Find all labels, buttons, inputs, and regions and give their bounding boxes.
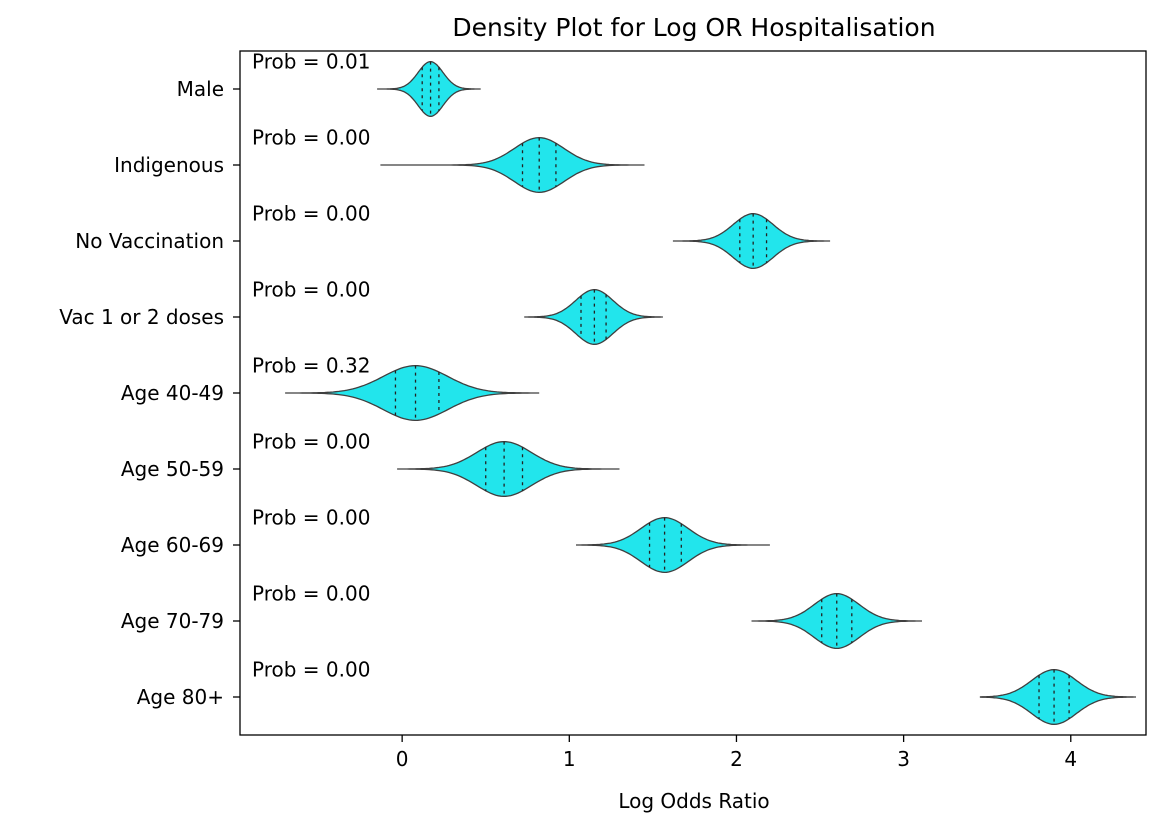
x-axis: 0 1 2 3 4 xyxy=(396,735,1077,771)
y-tick-label: Male xyxy=(177,77,224,101)
prob-annotation: Prob = 0.00 xyxy=(252,125,370,149)
violin-shape xyxy=(751,592,922,650)
annotations-group: Prob = 0.01 Prob = 0.00 Prob = 0.00 Prob = … xyxy=(252,49,370,681)
x-tick-label: 4 xyxy=(1064,747,1077,771)
violin-shape xyxy=(524,289,663,345)
y-tick-label: Age 40-49 xyxy=(121,381,224,405)
violin-shape xyxy=(576,516,770,574)
y-tick-label: Vac 1 or 2 doses xyxy=(59,305,224,329)
prob-annotation: Prob = 0.00 xyxy=(252,429,370,453)
prob-annotation: Prob = 0.01 xyxy=(252,49,370,73)
violin-shape xyxy=(397,441,620,497)
x-tick-label: 3 xyxy=(897,747,910,771)
violin-shape xyxy=(380,136,645,194)
x-tick-label: 1 xyxy=(563,747,576,771)
y-tick-label: Age 80+ xyxy=(137,685,224,709)
y-tick-label: Age 50-59 xyxy=(121,457,224,481)
chart-title: Density Plot for Log OR Hospitalisation xyxy=(452,13,935,42)
violin-shape xyxy=(377,61,481,117)
prob-annotation: Prob = 0.00 xyxy=(252,505,370,529)
prob-annotation: Prob = 0.00 xyxy=(252,277,370,301)
y-tick-label: Age 70-79 xyxy=(121,609,224,633)
x-tick-label: 2 xyxy=(730,747,743,771)
x-tick-label: 0 xyxy=(396,747,409,771)
x-axis-label: Log Odds Ratio xyxy=(618,789,769,813)
violin-shape xyxy=(672,212,831,270)
prob-annotation: Prob = 0.32 xyxy=(252,353,370,377)
prob-annotation: Prob = 0.00 xyxy=(252,657,370,681)
prob-annotation: Prob = 0.00 xyxy=(252,201,370,225)
prob-annotation: Prob = 0.00 xyxy=(252,581,370,605)
y-axis: Male Indigenous No Vaccination Vac 1 or 2 d… xyxy=(59,77,240,709)
y-tick-label: No Vaccination xyxy=(75,229,224,253)
y-tick-label: Age 60-69 xyxy=(121,533,224,557)
violins-group xyxy=(285,61,1136,725)
y-tick-label: Indigenous xyxy=(114,153,224,177)
violin-shape xyxy=(285,364,540,422)
violin-shape xyxy=(979,669,1136,725)
